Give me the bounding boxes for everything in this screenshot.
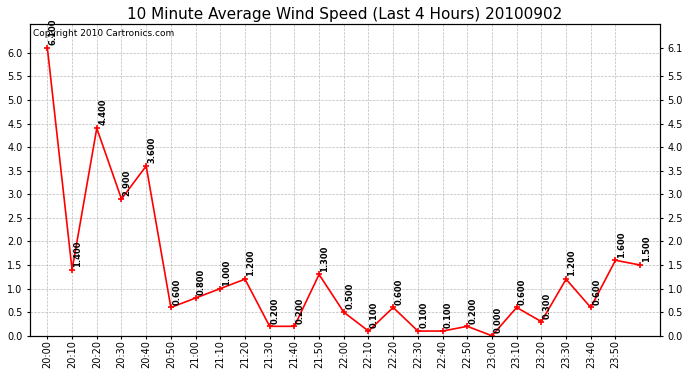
Text: 0.100: 0.100	[370, 302, 379, 328]
Text: 0.200: 0.200	[296, 297, 305, 324]
Text: 4.400: 4.400	[98, 99, 107, 126]
Text: 0.200: 0.200	[469, 297, 477, 324]
Text: 3.600: 3.600	[148, 137, 157, 163]
Text: 0.100: 0.100	[444, 302, 453, 328]
Text: 0.600: 0.600	[172, 278, 181, 305]
Text: 0.000: 0.000	[493, 307, 502, 333]
Text: 1.000: 1.000	[221, 260, 230, 286]
Text: 0.100: 0.100	[420, 302, 428, 328]
Text: 0.300: 0.300	[543, 292, 552, 319]
Text: 1.400: 1.400	[73, 240, 83, 267]
Text: 0.500: 0.500	[345, 283, 354, 309]
Title: 10 Minute Average Wind Speed (Last 4 Hours) 20100902: 10 Minute Average Wind Speed (Last 4 Hou…	[128, 7, 562, 22]
Text: 1.300: 1.300	[320, 245, 329, 272]
Text: 0.600: 0.600	[395, 278, 404, 305]
Text: 0.600: 0.600	[592, 278, 601, 305]
Text: 2.900: 2.900	[123, 170, 132, 196]
Text: Copyright 2010 Cartronics.com: Copyright 2010 Cartronics.com	[33, 29, 175, 38]
Text: 1.600: 1.600	[617, 231, 626, 258]
Text: 0.600: 0.600	[518, 278, 527, 305]
Text: 1.500: 1.500	[642, 236, 651, 262]
Text: 6.100: 6.100	[49, 19, 58, 45]
Text: 0.800: 0.800	[197, 269, 206, 295]
Text: 1.200: 1.200	[567, 250, 576, 276]
Text: 1.200: 1.200	[246, 250, 255, 276]
Text: 0.200: 0.200	[271, 297, 280, 324]
